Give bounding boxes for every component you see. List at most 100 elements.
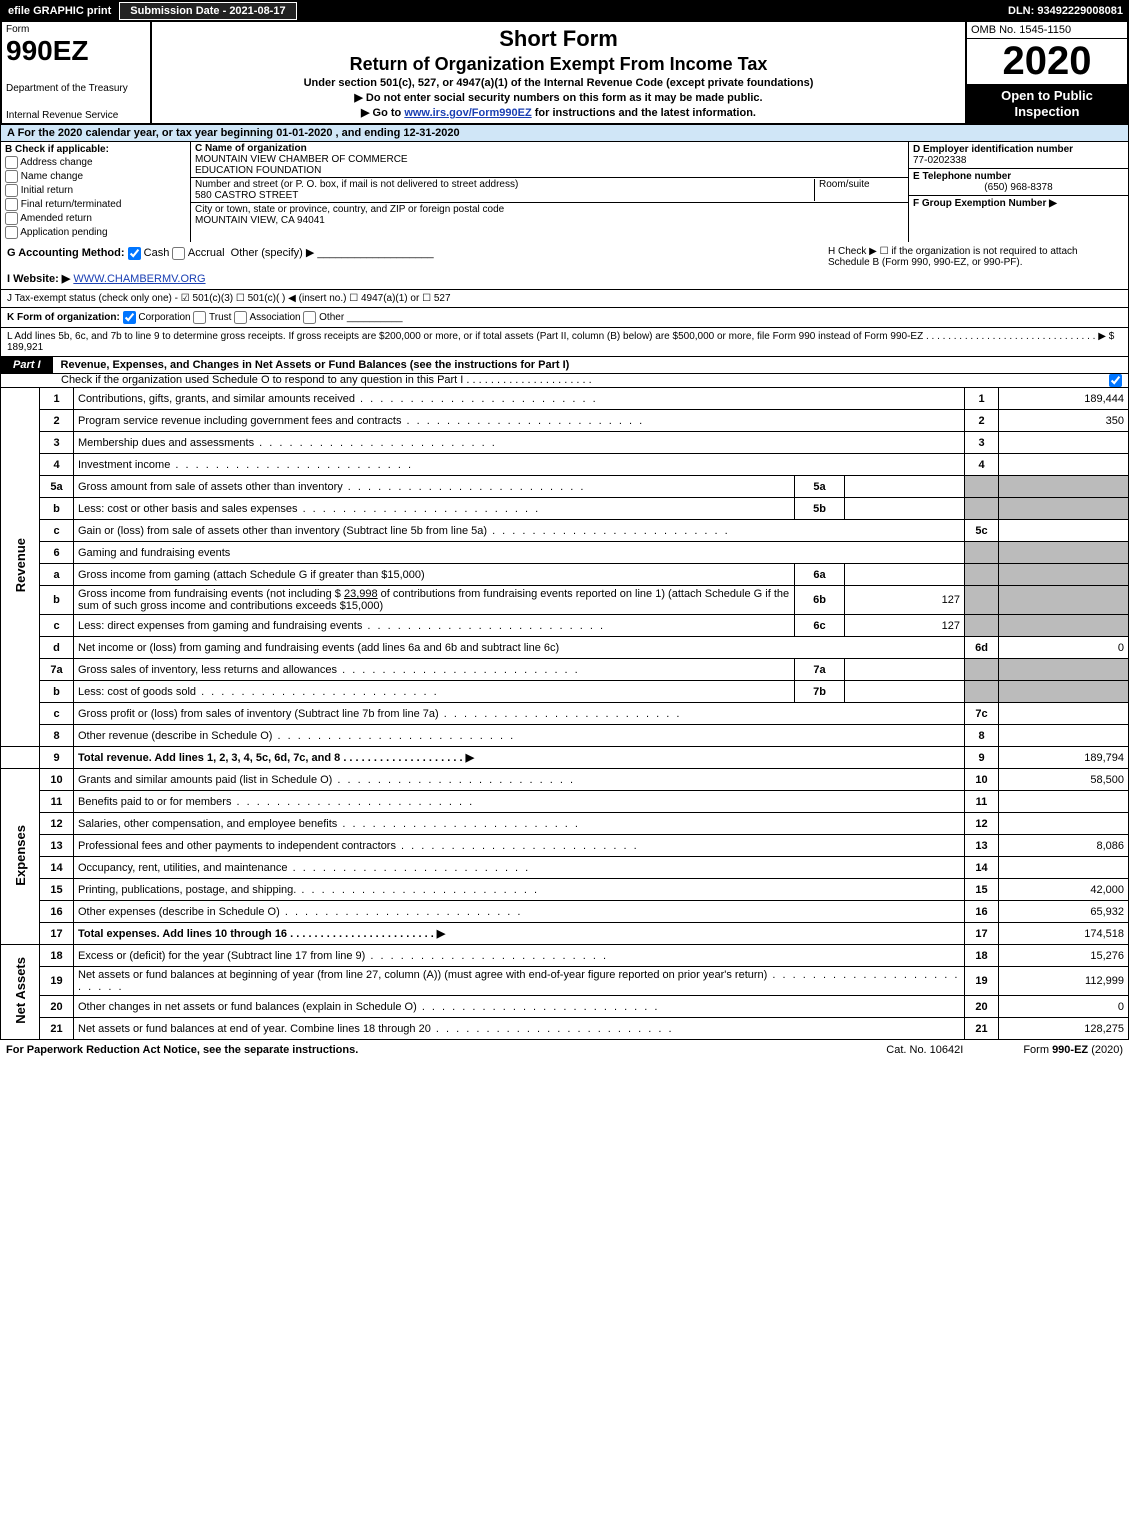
G-accounting: G Accounting Method: Cash Accrual Other … bbox=[7, 246, 822, 285]
room-label: Room/suite bbox=[819, 179, 870, 190]
org-name-row: C Name of organization MOUNTAIN VIEW CHA… bbox=[191, 142, 908, 178]
line-17: 17Total expenses. Add lines 10 through 1… bbox=[1, 923, 1129, 945]
line-14: 14Occupancy, rent, utilities, and mainte… bbox=[1, 857, 1129, 879]
subtitle: Under section 501(c), 527, or 4947(a)(1)… bbox=[158, 77, 959, 89]
part1-check-text: Check if the organization used Schedule … bbox=[1, 374, 592, 386]
irs-name: Internal Revenue Service bbox=[6, 110, 146, 121]
short-form-title: Short Form bbox=[158, 26, 959, 52]
tel-label: E Telephone number bbox=[913, 171, 1011, 182]
line-5b: b Less: cost or other basis and sales ex… bbox=[1, 498, 1129, 520]
line-7a: 7a Gross sales of inventory, less return… bbox=[1, 659, 1129, 681]
line-5a: 5a Gross amount from sale of assets othe… bbox=[1, 476, 1129, 498]
line-3: 3 Membership dues and assessments 3 bbox=[1, 432, 1129, 454]
chk-name-change[interactable]: Name change bbox=[5, 170, 186, 183]
line-9: 9 Total revenue. Add lines 1, 2, 3, 4, 5… bbox=[1, 747, 1129, 769]
chk-final-return[interactable]: Final return/terminated bbox=[5, 198, 186, 211]
line-13: 13Professional fees and other payments t… bbox=[1, 835, 1129, 857]
goto-post: for instructions and the latest informat… bbox=[532, 107, 756, 119]
F-group: F Group Exemption Number ▶ bbox=[909, 196, 1128, 211]
city-row: City or town, state or province, country… bbox=[191, 203, 908, 227]
chk-application-pending[interactable]: Application pending bbox=[5, 226, 186, 239]
inspect-line1: Open to Public bbox=[969, 88, 1125, 104]
part1-checkbox[interactable] bbox=[1109, 374, 1128, 387]
line-18: Net Assets 18Excess or (deficit) for the… bbox=[1, 945, 1129, 967]
B-label: B Check if applicable: bbox=[5, 144, 109, 155]
chk-initial-return[interactable]: Initial return bbox=[5, 184, 186, 197]
group-label: F Group Exemption Number ▶ bbox=[913, 198, 1057, 209]
return-title: Return of Organization Exempt From Incom… bbox=[158, 54, 959, 75]
line-1: Revenue 1 Contributions, gifts, grants, … bbox=[1, 388, 1129, 410]
chk-amended-return[interactable]: Amended return bbox=[5, 212, 186, 225]
org-name1: MOUNTAIN VIEW CHAMBER OF COMMERCE bbox=[195, 154, 408, 165]
line-11: 11Benefits paid to or for members11 bbox=[1, 791, 1129, 813]
col-D: D Employer identification number 77-0202… bbox=[908, 142, 1128, 242]
city-label: City or town, state or province, country… bbox=[195, 204, 504, 215]
line-10: Expenses 10 Grants and similar amounts p… bbox=[1, 769, 1129, 791]
submission-date: Submission Date - 2021-08-17 bbox=[119, 2, 296, 20]
part1-header: Part I Revenue, Expenses, and Changes in… bbox=[0, 357, 1129, 374]
line-19: 19Net assets or fund balances at beginni… bbox=[1, 967, 1129, 996]
line-6b: b Gross income from fundraising events (… bbox=[1, 586, 1129, 615]
chk-corporation[interactable] bbox=[123, 311, 136, 324]
L-gross-receipts: L Add lines 5b, 6c, and 7b to line 9 to … bbox=[0, 328, 1129, 357]
row-GH: G Accounting Method: Cash Accrual Other … bbox=[0, 242, 1129, 290]
form-header: Form 990EZ Department of the Treasury In… bbox=[0, 22, 1129, 125]
goto-line: ▶ Go to www.irs.gov/Form990EZ for instru… bbox=[158, 106, 959, 119]
line-7c: c Gross profit or (loss) from sales of i… bbox=[1, 703, 1129, 725]
form-word: Form bbox=[6, 24, 146, 35]
street-row: Number and street (or P. O. box, if mail… bbox=[191, 178, 908, 203]
side-expenses: Expenses bbox=[1, 769, 40, 945]
line-7b: b Less: cost of goods sold 7b bbox=[1, 681, 1129, 703]
website-link[interactable]: WWW.CHAMBERMV.ORG bbox=[73, 273, 205, 285]
C-name-label: C Name of organization bbox=[195, 143, 307, 154]
K-form-of-org: K Form of organization: Corporation Trus… bbox=[0, 308, 1129, 328]
E-telephone: E Telephone number (650) 968-8378 bbox=[909, 169, 1128, 196]
footer-left: For Paperwork Reduction Act Notice, see … bbox=[6, 1044, 886, 1056]
part1-title: Revenue, Expenses, and Changes in Net As… bbox=[61, 359, 570, 371]
6b-fill: 23,998 bbox=[344, 588, 378, 600]
goto-pre: ▶ Go to bbox=[361, 107, 404, 119]
side-net-assets: Net Assets bbox=[1, 945, 40, 1040]
line-4: 4 Investment income 4 bbox=[1, 454, 1129, 476]
chk-accrual[interactable] bbox=[172, 247, 185, 260]
line-5c: c Gain or (loss) from sale of assets oth… bbox=[1, 520, 1129, 542]
efile-label: efile GRAPHIC print bbox=[0, 5, 119, 17]
line-8: 8 Other revenue (describe in Schedule O)… bbox=[1, 725, 1129, 747]
H-schedule-b: H Check ▶ ☐ if the organization is not r… bbox=[822, 246, 1122, 268]
row-A-taxyear: A For the 2020 calendar year, or tax yea… bbox=[0, 125, 1129, 142]
line-21: 21Net assets or fund balances at end of … bbox=[1, 1018, 1129, 1040]
K-label: K Form of organization: bbox=[7, 312, 120, 323]
header-right: OMB No. 1545-1150 2020 Open to Public In… bbox=[967, 22, 1127, 123]
city: MOUNTAIN VIEW, CA 94041 bbox=[195, 215, 325, 226]
G-label: G Accounting Method: bbox=[7, 247, 125, 259]
side-revenue: Revenue bbox=[1, 388, 40, 747]
dept-treasury: Department of the Treasury bbox=[6, 83, 146, 94]
ssn-warning: ▶ Do not enter social security numbers o… bbox=[158, 91, 959, 104]
line-15: 15Printing, publications, postage, and s… bbox=[1, 879, 1129, 901]
chk-address-change[interactable]: Address change bbox=[5, 156, 186, 169]
line-6c: c Less: direct expenses from gaming and … bbox=[1, 615, 1129, 637]
irs-link[interactable]: www.irs.gov/Form990EZ bbox=[404, 107, 531, 119]
ein-value: 77-0202338 bbox=[913, 155, 966, 166]
chk-association[interactable] bbox=[234, 311, 247, 324]
line-6a: a Gross income from gaming (attach Sched… bbox=[1, 564, 1129, 586]
line-12: 12Salaries, other compensation, and empl… bbox=[1, 813, 1129, 835]
omb-number: OMB No. 1545-1150 bbox=[967, 22, 1127, 39]
line-6d: d Net income or (loss) from gaming and f… bbox=[1, 637, 1129, 659]
street: 580 CASTRO STREET bbox=[195, 190, 298, 201]
col-B-checkboxes: B Check if applicable: Address change Na… bbox=[1, 142, 191, 242]
line-2: 2 Program service revenue including gove… bbox=[1, 410, 1129, 432]
tax-year: 2020 bbox=[967, 39, 1127, 84]
header-left: Form 990EZ Department of the Treasury In… bbox=[2, 22, 152, 123]
top-bar: efile GRAPHIC print Submission Date - 20… bbox=[0, 0, 1129, 22]
open-to-public: Open to Public Inspection bbox=[967, 84, 1127, 123]
J-tax-exempt: J Tax-exempt status (check only one) - ☑… bbox=[0, 290, 1129, 308]
chk-cash[interactable] bbox=[128, 247, 141, 260]
lines-table: Revenue 1 Contributions, gifts, grants, … bbox=[0, 388, 1129, 1041]
I-label: I Website: ▶ bbox=[7, 273, 70, 285]
chk-other-org[interactable] bbox=[303, 311, 316, 324]
chk-trust[interactable] bbox=[193, 311, 206, 324]
footer-cat: Cat. No. 10642I bbox=[886, 1044, 963, 1056]
page-footer: For Paperwork Reduction Act Notice, see … bbox=[0, 1040, 1129, 1060]
dln: DLN: 93492229008081 bbox=[1008, 5, 1129, 17]
